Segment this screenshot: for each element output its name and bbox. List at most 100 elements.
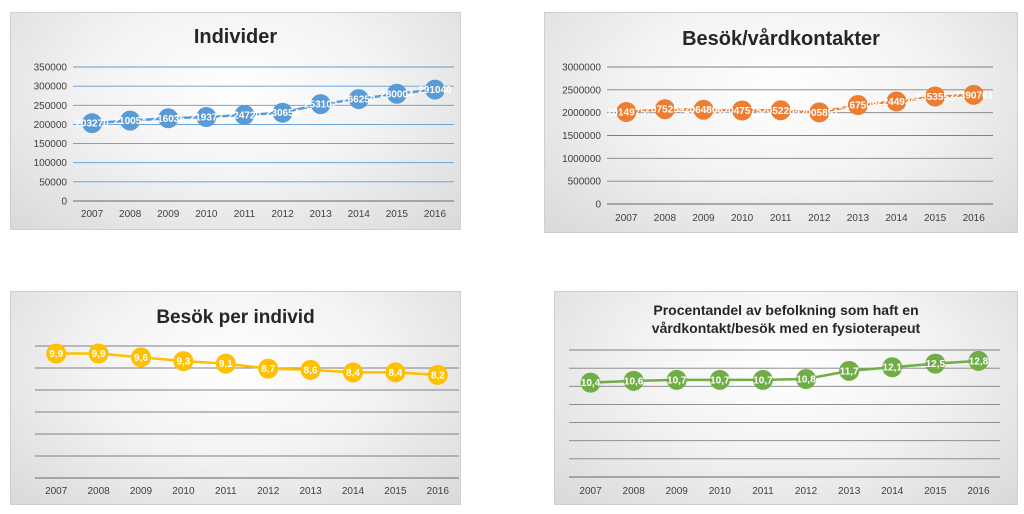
x-tick-label: 2008 xyxy=(654,213,677,224)
data-point xyxy=(88,343,109,364)
data-point xyxy=(427,364,448,385)
x-tick-label: 2012 xyxy=(271,209,294,220)
chart-plot-besok-vardkontakter: 0 500000 1000000 1500000 2000000 2500000 30000… xyxy=(562,63,994,225)
data-label: 280004 xyxy=(380,89,414,100)
data-points xyxy=(82,79,445,134)
chart-title: Besök per individ xyxy=(156,307,315,328)
gridlines: 0 500000 1000000 1500000 2000000 2500000 30000… xyxy=(562,63,993,211)
x-tick-label: 2011 xyxy=(752,486,774,497)
data-point xyxy=(348,89,369,110)
data-point xyxy=(752,369,773,390)
data-label: 2047575 xyxy=(723,106,762,117)
x-tick-label: 2007 xyxy=(45,486,68,497)
x-tick-label: 2010 xyxy=(731,213,754,224)
data-label: 2244936 xyxy=(877,97,916,108)
data-label: 9,6 xyxy=(134,353,148,364)
series-line xyxy=(56,352,438,377)
data-point xyxy=(732,100,753,121)
x-tick-labels: 2007 2008 2009 2010 2011 2012 2013 2014 2015 2016 xyxy=(579,486,990,497)
data-point xyxy=(925,86,946,107)
chart-title-line-2: vårdkontakt/besök med en fysioterapeut xyxy=(651,319,921,336)
data-label: 9,1 xyxy=(219,359,233,370)
data-label: 2052284 xyxy=(761,106,800,117)
data-label: 2390761 xyxy=(954,90,993,101)
data-label: 2064806 xyxy=(684,105,723,116)
y-tick-label: 200000 xyxy=(34,120,68,131)
data-point xyxy=(847,95,868,116)
chart-title: Besök/vårdkontakter xyxy=(682,28,880,50)
data-label: 2005851 xyxy=(800,108,839,119)
x-tick-label: 2016 xyxy=(967,486,990,497)
series-line xyxy=(626,93,974,114)
data-label: 12,5 xyxy=(926,359,946,370)
x-tick-label: 2009 xyxy=(157,209,180,220)
chart-plot-individer: 0 50000 100000 150000 200000 250000 300000 3500… xyxy=(34,63,454,220)
y-tick-label: 2000000 xyxy=(562,108,601,119)
x-tick-label: 2007 xyxy=(615,213,638,224)
data-label: 9,9 xyxy=(92,349,106,360)
data-point xyxy=(616,101,637,122)
data-label: 210054 xyxy=(113,116,147,127)
y-tick-label: 350000 xyxy=(34,63,68,74)
data-label: 8,6 xyxy=(304,365,318,376)
x-tick-label: 2015 xyxy=(924,486,947,497)
data-label: 219373 xyxy=(190,113,224,124)
data-labels: 203270 210054 216035 219373 224720 230654 2531… xyxy=(75,85,452,130)
x-tick-label: 2014 xyxy=(881,486,904,497)
chart-plot-besok-per-individ: 2007 2008 2009 2010 2011 2012 2013 2014 2015 2016… xyxy=(35,343,459,497)
data-point xyxy=(796,369,817,390)
data-point xyxy=(386,83,407,104)
series-line xyxy=(590,359,979,384)
data-point xyxy=(925,353,946,374)
data-point xyxy=(385,362,406,383)
x-tick-label: 2010 xyxy=(709,486,732,497)
data-label: 8,4 xyxy=(388,368,402,379)
y-tick-label: 150000 xyxy=(34,139,68,150)
data-label: 10,7 xyxy=(753,375,773,386)
data-label: 9,3 xyxy=(176,357,190,368)
data-point xyxy=(693,99,714,120)
data-point xyxy=(623,370,644,391)
x-tick-label: 2015 xyxy=(384,486,407,497)
data-point xyxy=(173,351,194,372)
data-label: 291040 xyxy=(418,85,452,96)
y-tick-label: 50000 xyxy=(39,177,67,188)
x-tick-label: 2014 xyxy=(348,209,371,220)
y-tick-label: 0 xyxy=(595,200,601,211)
data-label: 10,6 xyxy=(624,376,644,387)
data-point xyxy=(120,110,141,131)
y-tick-label: 250000 xyxy=(34,101,68,112)
data-label: 2075259 xyxy=(645,105,684,116)
data-point xyxy=(196,107,217,128)
x-tick-label: 2010 xyxy=(172,486,195,497)
chart-title-line-1: Procentandel av befolkning som haft en xyxy=(653,302,919,318)
gridlines xyxy=(35,345,459,479)
data-point xyxy=(580,372,601,393)
x-tick-labels: 2007 2008 2009 2010 2011 2012 2013 2014 2015 2016 xyxy=(81,209,447,220)
data-point xyxy=(963,84,984,105)
data-point xyxy=(258,358,279,379)
data-label: 2353553 xyxy=(916,92,955,103)
data-point xyxy=(709,369,730,390)
gridlines xyxy=(569,349,1000,478)
data-point xyxy=(882,357,903,378)
data-point xyxy=(839,360,860,381)
y-tick-label: 1500000 xyxy=(562,131,601,142)
x-tick-label: 2008 xyxy=(87,486,110,497)
data-point xyxy=(158,108,179,129)
data-label: 10,8 xyxy=(796,375,816,386)
data-point xyxy=(46,343,67,364)
x-tick-label: 2016 xyxy=(427,486,450,497)
data-point xyxy=(234,104,255,125)
data-point xyxy=(310,94,331,115)
data-label: 10,7 xyxy=(710,375,730,386)
data-label: 2014975 xyxy=(607,107,646,118)
x-tick-label: 2007 xyxy=(579,486,602,497)
data-point xyxy=(343,362,363,383)
data-label: 12,1 xyxy=(883,363,903,374)
x-tick-label: 2013 xyxy=(310,209,333,220)
x-tick-label: 2013 xyxy=(299,486,322,497)
data-points xyxy=(46,343,448,385)
x-tick-label: 2016 xyxy=(424,209,447,220)
x-tick-label: 2013 xyxy=(847,213,870,224)
